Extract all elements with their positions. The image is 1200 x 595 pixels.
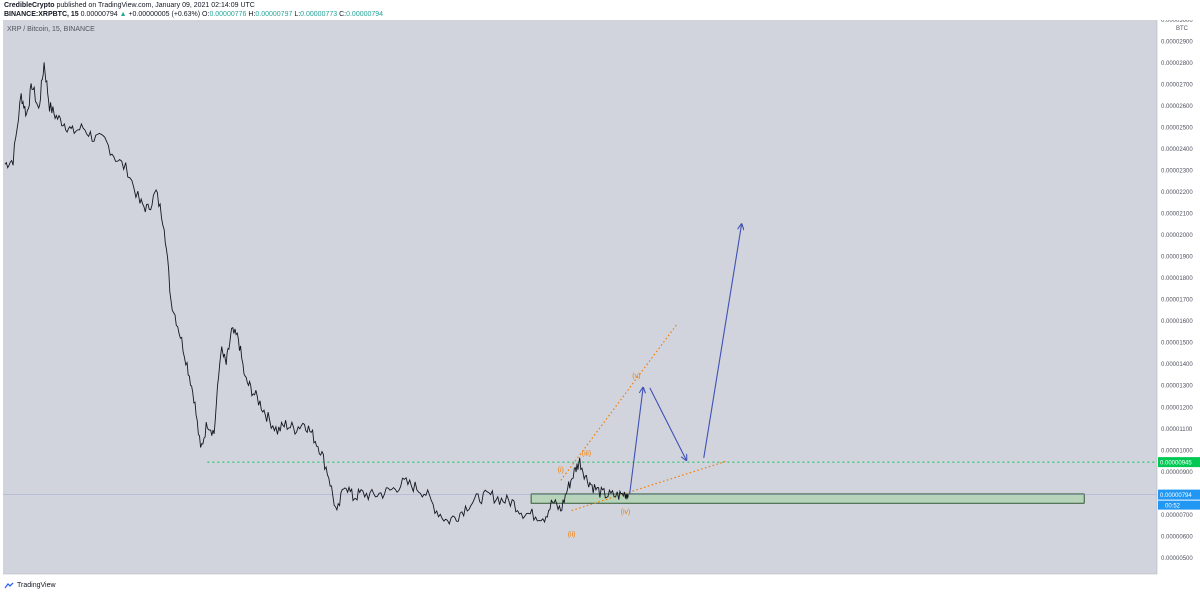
wave-label: (v)	[632, 373, 640, 380]
price-change: +0.00000005 (+0.63%)	[128, 11, 201, 18]
wave-label: (iv)	[621, 509, 631, 516]
change-up-icon: ▲	[119, 11, 127, 18]
price-tag-bg	[1158, 489, 1200, 500]
wave-label: (ii)	[568, 531, 576, 538]
publish-info: CredibleCrypto published on TradingView.…	[4, 2, 255, 9]
y-tick-label: 0.00001500	[1161, 341, 1193, 347]
y-tick-label: 0.00001200	[1161, 405, 1193, 411]
publish-text: published on TradingView.com, January 09…	[56, 2, 255, 9]
countdown-bg	[1158, 500, 1200, 510]
y-tick-label: 0.00002000	[1161, 233, 1193, 239]
y-tick-label: 0.00002500	[1161, 126, 1193, 132]
y-tick-label: 0.00002200	[1161, 190, 1193, 196]
y-tick-label: 0.00001900	[1161, 255, 1193, 261]
y-tick-label: 0.00001400	[1161, 362, 1193, 368]
tradingview-logo-icon	[4, 582, 14, 589]
y-tick-label: 0.00003000	[1161, 20, 1193, 24]
y-tick-label: 0.00001100	[1161, 427, 1193, 433]
wave-channel-line	[571, 460, 727, 512]
y-tick-label: 0.00001300	[1161, 384, 1193, 390]
y-tick-label: 0.00001700	[1161, 298, 1193, 304]
y-tick-label: 0.00002600	[1161, 104, 1193, 110]
open-label: O:	[202, 11, 210, 18]
wave-channel-line	[560, 324, 678, 481]
high-value: 0.00000797	[255, 11, 293, 18]
countdown-label: 00:52	[1165, 504, 1181, 510]
price-tag-bg	[1158, 457, 1200, 468]
open-value: 0.00000776	[209, 11, 247, 18]
y-tick-label: 0.00000600	[1161, 534, 1193, 540]
price-axis-unit: BTC	[1176, 26, 1189, 32]
projection-arrow	[629, 388, 643, 495]
ohlc-bar: BINANCE:XRPBTC, 15 0.00000794 ▲ +0.00000…	[4, 11, 383, 18]
projection-arrow	[649, 387, 686, 460]
y-tick-label: 0.00001600	[1161, 319, 1193, 325]
wave-label: (iii)	[582, 451, 591, 458]
plot-background	[3, 20, 1157, 574]
close-value: 0.00000794	[346, 11, 384, 18]
price-tag-label: 0.00000945	[1160, 461, 1192, 467]
projection-arrow	[703, 224, 742, 458]
symbol-label: BINANCE:XRPBTC, 15	[4, 11, 79, 18]
last-price: 0.00000794	[80, 11, 118, 18]
y-tick-label: 0.00002700	[1161, 83, 1193, 89]
y-tick-label: 0.00000500	[1161, 556, 1193, 562]
price-chart[interactable]: XRP / Bitcoin, 15, BINANCE BTC 0.00003000 0…	[0, 20, 1200, 580]
price-series-line	[4, 62, 629, 526]
wave-label: (i)	[558, 467, 564, 474]
support-zone	[530, 493, 1085, 504]
high-label: H:	[248, 11, 256, 18]
author-name[interactable]: CredibleCrypto	[4, 2, 55, 9]
y-tick-label: 0.00002100	[1161, 212, 1193, 218]
footer: TradingView	[4, 582, 56, 589]
y-tick-label: 0.00002300	[1161, 169, 1193, 175]
y-tick-label: 0.00001000	[1161, 448, 1193, 454]
price-axis-panel	[1157, 20, 1200, 574]
y-tick-label: 0.00002400	[1161, 147, 1193, 153]
price-tag-label: 0.00000794	[1160, 493, 1192, 499]
low-label: L:	[294, 11, 301, 18]
y-tick-label: 0.00002900	[1161, 40, 1193, 46]
low-value: 0.00000773	[300, 11, 338, 18]
tradingview-brand: TradingView	[17, 582, 56, 589]
y-tick-label: 0.00002800	[1161, 61, 1193, 67]
close-label: C:	[339, 11, 347, 18]
chart-title: XRP / Bitcoin, 15, BINANCE	[7, 26, 95, 33]
y-tick-label: 0.00000700	[1161, 513, 1193, 519]
y-tick-label: 0.00000900	[1161, 470, 1193, 476]
y-tick-label: 0.00001800	[1161, 276, 1193, 282]
